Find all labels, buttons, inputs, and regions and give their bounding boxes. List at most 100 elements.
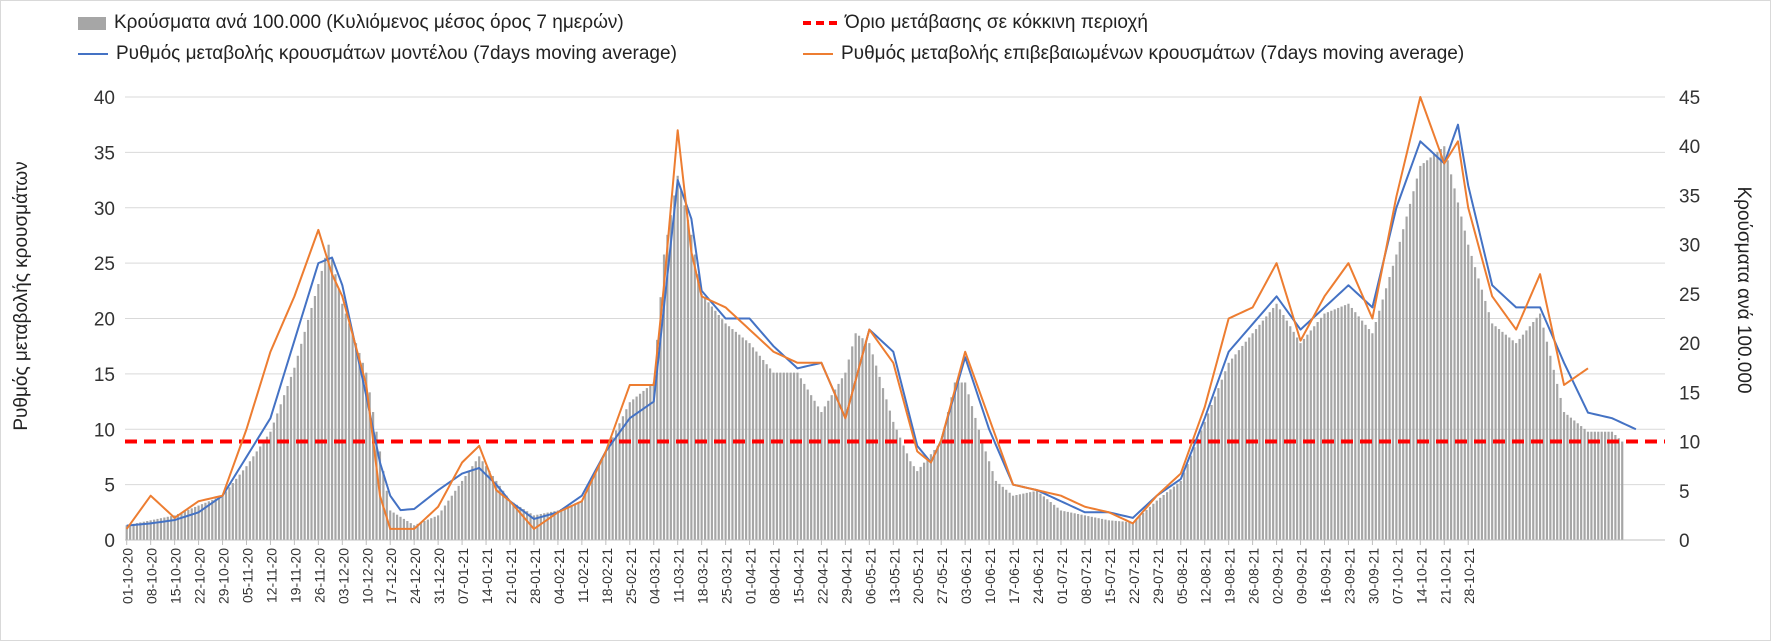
bar	[1604, 431, 1607, 540]
bar	[440, 510, 443, 540]
bar	[1538, 313, 1542, 540]
x-tick-label: 24-12-20	[407, 548, 423, 604]
bar	[1073, 513, 1076, 540]
y-tick-label-right: 30	[1679, 236, 1700, 257]
x-tick-label: 15-10-20	[168, 548, 184, 604]
bar	[543, 513, 546, 540]
bar	[334, 274, 337, 540]
axes: 0 5 10 15 20 25 30 35 40 0 5 10 15 20 25 30 35 40 45 01-10-…	[94, 88, 1700, 604]
bar	[1049, 502, 1052, 540]
bar	[1159, 497, 1162, 540]
bar	[1268, 312, 1271, 540]
bar	[1439, 149, 1442, 541]
x-tick-label: 13-05-21	[886, 548, 902, 604]
bar	[1347, 303, 1350, 540]
bar	[1525, 330, 1528, 540]
bar	[549, 511, 553, 540]
bar	[159, 518, 163, 540]
bar	[447, 500, 450, 540]
x-tick-label: 14-10-21	[1413, 548, 1429, 604]
bar	[135, 523, 139, 540]
bar	[293, 367, 296, 540]
bar	[1176, 483, 1179, 540]
bar	[964, 382, 967, 540]
bar	[1333, 309, 1336, 540]
x-tick-label: 14-01-21	[479, 548, 495, 604]
bar	[1422, 163, 1425, 540]
x-tick-label: 04-03-21	[647, 548, 663, 604]
bar	[1446, 160, 1449, 541]
x-tick-label: 07-01-21	[455, 548, 471, 604]
x-tick-label: 28-01-21	[527, 548, 543, 604]
bar	[187, 509, 190, 540]
bar	[433, 516, 436, 540]
bar	[1405, 216, 1408, 541]
bar	[933, 449, 936, 540]
bar	[491, 476, 494, 540]
bar	[1388, 277, 1391, 540]
bar	[1011, 495, 1015, 540]
bar	[1340, 306, 1343, 540]
bar	[1583, 428, 1586, 540]
bar	[1224, 371, 1227, 540]
bar	[248, 461, 252, 540]
bar	[190, 508, 193, 540]
x-tick-label: 01-04-21	[743, 548, 759, 604]
bar	[409, 523, 412, 540]
bar	[1265, 316, 1268, 540]
bar	[344, 313, 347, 540]
bar	[296, 355, 299, 540]
bar	[635, 396, 638, 540]
bar	[1254, 329, 1258, 540]
bar	[176, 513, 180, 540]
bar	[1518, 338, 1521, 540]
y-tick-label-right: 25	[1679, 285, 1700, 306]
bar	[1063, 511, 1066, 540]
bar	[522, 509, 525, 540]
bar	[779, 372, 782, 540]
bar	[361, 362, 364, 540]
x-tick-label: 18-03-21	[695, 548, 711, 604]
bar	[358, 352, 361, 540]
bar	[751, 347, 755, 540]
x-tick-label: 12-08-21	[1198, 548, 1214, 604]
bar	[317, 284, 320, 540]
bar	[1155, 500, 1158, 540]
bar	[580, 500, 583, 540]
bar	[276, 413, 279, 540]
bar	[132, 523, 135, 540]
bar	[1391, 265, 1395, 540]
bar	[662, 254, 666, 540]
bar	[1504, 334, 1507, 540]
bar	[1001, 486, 1004, 540]
bar	[782, 372, 785, 540]
bar	[488, 471, 491, 540]
bar	[775, 372, 779, 540]
bar	[279, 404, 282, 540]
bar	[481, 461, 484, 540]
bar	[1046, 499, 1049, 540]
bar	[1569, 417, 1572, 540]
x-tick-label: 03-06-21	[958, 548, 974, 604]
bar	[1494, 326, 1497, 540]
bar	[430, 518, 433, 540]
bar-series	[125, 146, 1624, 541]
bar	[375, 431, 378, 540]
bar	[556, 510, 560, 540]
bar	[912, 466, 915, 540]
bar	[218, 497, 221, 540]
x-tick-label: 22-04-21	[814, 548, 830, 604]
bar	[857, 335, 861, 540]
bar	[262, 441, 265, 540]
y-tick-label-right: 0	[1679, 531, 1690, 552]
bar	[597, 465, 601, 540]
x-tick-label: 11-03-21	[671, 548, 687, 603]
bar	[1480, 289, 1484, 540]
bar	[878, 376, 881, 540]
bar	[1306, 334, 1309, 540]
bar	[1614, 434, 1617, 540]
bar	[327, 244, 330, 540]
bar	[666, 234, 669, 541]
bar	[512, 502, 515, 540]
bar	[1309, 330, 1312, 540]
